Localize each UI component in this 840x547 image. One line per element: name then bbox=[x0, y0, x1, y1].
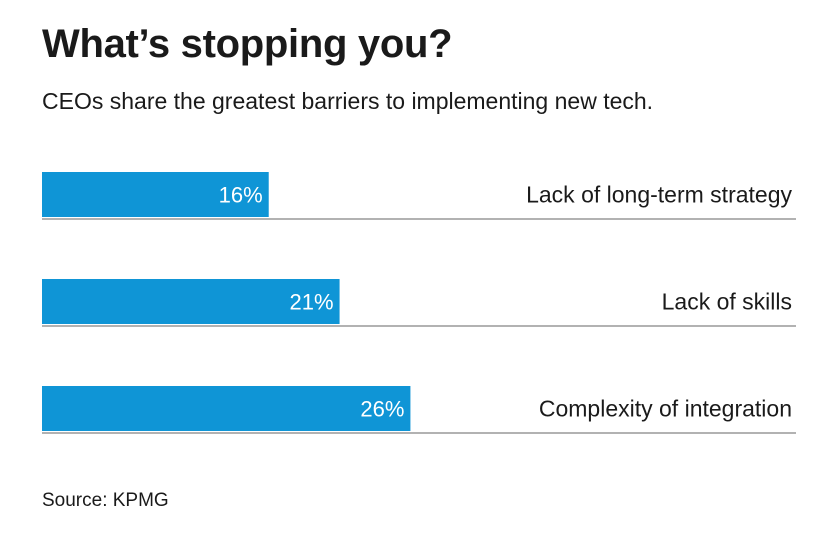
category-label: Lack of long-term strategy bbox=[526, 182, 792, 208]
category-label: Lack of skills bbox=[662, 289, 792, 315]
bar-value-label: 16% bbox=[219, 183, 263, 208]
chart-title: What’s stopping you? bbox=[42, 22, 453, 66]
bar-value-label: 26% bbox=[360, 397, 404, 422]
category-label: Complexity of integration bbox=[539, 396, 792, 422]
bar-value-label: 21% bbox=[290, 290, 334, 315]
bar-2 bbox=[42, 386, 411, 431]
bar-1 bbox=[42, 279, 340, 324]
source-note: Source: KPMG bbox=[42, 490, 169, 511]
bar-0 bbox=[42, 172, 269, 217]
chart-subtitle: CEOs share the greatest barriers to impl… bbox=[42, 88, 654, 114]
